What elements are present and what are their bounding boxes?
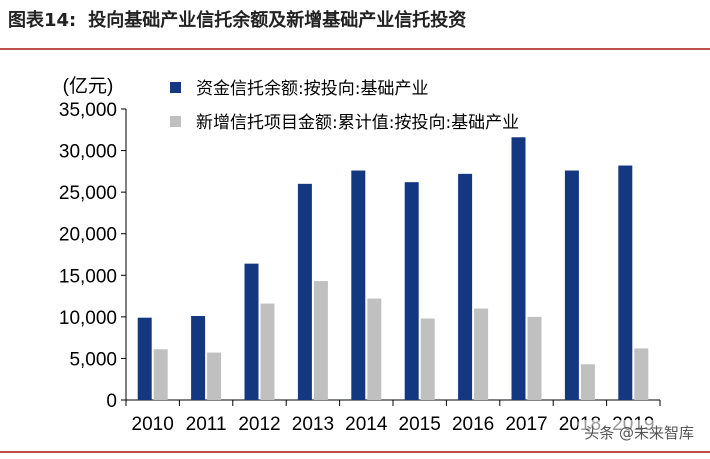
bar-trust-balance (191, 316, 206, 400)
legend-swatch (170, 116, 181, 127)
chart-title: 图表14: 投向基础产业信托余额及新增基础产业信托投资 (8, 6, 466, 32)
y-tick-label: 20,000 (59, 225, 117, 246)
bar-trust-balance (244, 263, 259, 400)
y-tick-label: 15,000 (59, 266, 117, 287)
x-tick-label: 2016 (452, 414, 494, 435)
y-tick-label: 0 (106, 391, 117, 412)
bar-new-trust-amount (474, 308, 489, 400)
y-tick-label: 35,000 (59, 100, 117, 121)
x-tick-label: 2011 (186, 414, 227, 435)
y-axis: 0 5,000 10,000 15,000 20,000 25,000 30,000 35,0… (59, 100, 127, 412)
x-tick-label: 2017 (505, 414, 547, 435)
title-text: 投向基础产业信托余额及新增基础产业信托投资 (88, 10, 467, 31)
bar-trust-balance (458, 173, 473, 400)
unit-label: (亿元) (63, 75, 114, 97)
y-tick-label: 10,000 (59, 308, 117, 329)
bar-trust-balance (511, 137, 526, 401)
bar-new-trust-amount (367, 298, 382, 400)
bar-trust-balance (618, 165, 633, 400)
watermark: 头条 @未来智库 (578, 420, 700, 445)
title-divider (0, 48, 710, 50)
bar-new-trust-amount (634, 348, 649, 400)
bar-trust-balance (404, 182, 419, 400)
bar-new-trust-amount (313, 281, 328, 400)
figure-label: 图表14: (8, 10, 77, 31)
bar-trust-balance (351, 170, 366, 400)
x-tick-label: 2015 (399, 414, 441, 435)
bar-trust-balance (137, 317, 152, 400)
legend-swatch (170, 82, 181, 93)
legend-label: 资金信托余额:按投向:基础产业 (196, 79, 428, 99)
x-tick-label: 2014 (345, 414, 388, 435)
y-tick-label: 30,000 (59, 142, 117, 163)
bar-new-trust-amount (207, 352, 222, 400)
legend-label: 新增信托项目金额:累计值:按投向:基础产业 (196, 113, 519, 133)
bar-trust-balance (297, 183, 312, 400)
y-tick-label: 5,000 (69, 349, 117, 370)
x-tick-label: 2010 (132, 414, 174, 435)
bar-new-trust-amount (420, 318, 435, 400)
bar-new-trust-amount (527, 316, 542, 400)
y-tick-label: 25,000 (59, 183, 117, 204)
x-tick-label: 2013 (292, 414, 334, 435)
x-tick-label: 2012 (238, 414, 280, 435)
bar-new-trust-amount (153, 349, 168, 400)
footer-divider (0, 451, 710, 453)
bar-new-trust-amount (260, 303, 275, 400)
bar-trust-balance (564, 170, 579, 400)
bars (137, 137, 649, 401)
bar-new-trust-amount (580, 364, 595, 400)
